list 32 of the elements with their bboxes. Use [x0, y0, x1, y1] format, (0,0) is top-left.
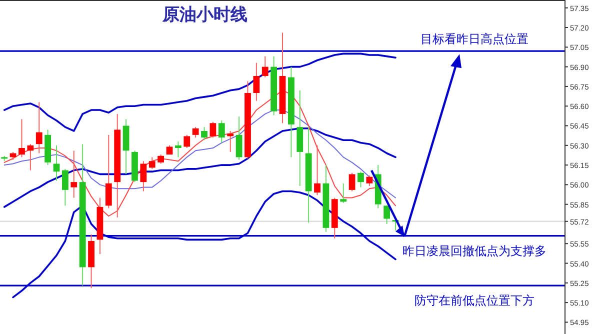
- candlestick: [184, 134, 190, 149]
- candlestick: [70, 150, 78, 198]
- line-series: [3, 127, 396, 208]
- candlestick: [210, 121, 216, 138]
- chart-title: 原油小时线: [162, 5, 248, 24]
- candlestick: [348, 172, 356, 192]
- candlestick: [340, 182, 347, 204]
- legend-label: 昨日凌晨回撤低点为支撑多: [402, 244, 547, 258]
- candlestick: [192, 126, 199, 138]
- candlestick: [201, 126, 208, 141]
- candlestick: [105, 134, 112, 209]
- candlestick: [366, 175, 373, 186]
- candlestick: [62, 168, 68, 206]
- candlestick: [174, 140, 182, 158]
- ref-line-label: 目标看昨日高点位置: [420, 32, 529, 46]
- candlestick: [53, 144, 60, 182]
- candlestick: [314, 144, 320, 196]
- candlestick: [227, 130, 234, 152]
- candlestick: [27, 144, 34, 171]
- candlestick: [18, 118, 25, 158]
- candlestick: [236, 116, 242, 160]
- candlestick: [158, 154, 164, 164]
- candlestick: [218, 120, 225, 144]
- candlestick: [262, 56, 268, 78]
- candlestick: [148, 156, 156, 170]
- candlestick: [253, 62, 260, 102]
- candlestick: [384, 205, 390, 224]
- candlestick: [358, 171, 364, 188]
- line-series: [4, 90, 396, 217]
- ref-line-label: 防守在前低点位置下方: [414, 294, 535, 308]
- candlestick: [140, 160, 147, 192]
- candlestick: [36, 102, 42, 154]
